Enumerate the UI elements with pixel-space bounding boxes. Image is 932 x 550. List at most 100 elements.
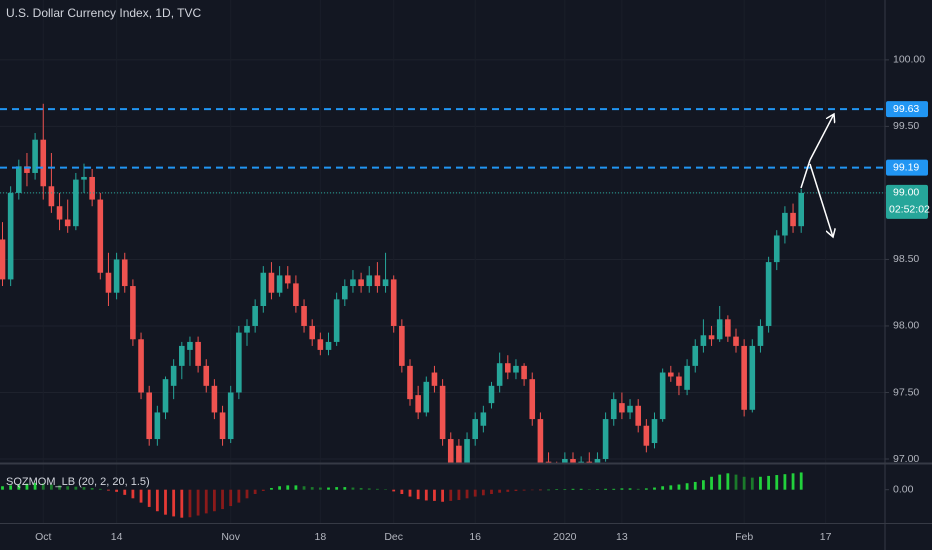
momentum-bar: [710, 476, 713, 490]
candle-body: [301, 306, 307, 326]
candle-body: [170, 365, 177, 386]
momentum-bar: [530, 489, 534, 491]
candle-body: [505, 363, 511, 373]
candle-body: [472, 419, 478, 440]
x-tick-label: 13: [616, 531, 628, 543]
candle-body: [521, 365, 527, 380]
candle-body: [749, 345, 756, 410]
candle-body: [195, 341, 201, 366]
momentum-bar: [33, 482, 37, 490]
momentum-bar: [343, 487, 347, 490]
candle-body: [773, 235, 780, 263]
momentum-bar: [25, 483, 29, 490]
momentum-bar: [661, 486, 665, 490]
candle-body: [0, 239, 6, 280]
momentum-bar: [457, 489, 461, 501]
candle-body: [643, 425, 650, 446]
momentum-bar: [66, 486, 70, 490]
candle-body: [138, 339, 144, 393]
momentum-bar: [204, 489, 208, 514]
candle-body: [513, 365, 519, 373]
momentum-bar: [180, 489, 184, 518]
candle-body: [146, 392, 152, 440]
momentum-bar: [115, 489, 118, 492]
candle-body: [325, 341, 332, 350]
candle-body: [423, 381, 430, 413]
arrow-up[interactable]: [809, 114, 834, 161]
candle-body: [32, 139, 38, 173]
momentum-bar: [327, 487, 330, 490]
candle-body: [782, 212, 788, 236]
candle-body: [545, 461, 552, 463]
momentum-bar: [612, 488, 616, 490]
momentum-bar: [253, 489, 257, 494]
candle-body: [431, 372, 438, 386]
price-label-box: [886, 101, 928, 118]
momentum-bar: [653, 487, 656, 490]
momentum-bar: [718, 474, 722, 490]
countdown-label: 02:52:02: [889, 204, 930, 216]
candle-body: [700, 335, 707, 346]
candle-body: [211, 385, 218, 413]
candle-body: [284, 275, 291, 284]
price-label-box: [886, 159, 928, 176]
x-tick-label: 2020: [553, 531, 577, 543]
momentum-bar: [734, 474, 738, 490]
momentum-bar: [392, 489, 396, 492]
momentum-bar: [384, 489, 387, 490]
price-label: 99.19: [893, 161, 919, 173]
candle-body: [684, 365, 690, 390]
candle-body: [7, 192, 14, 280]
momentum-bar: [555, 489, 559, 490]
x-tick-label: Feb: [735, 531, 753, 543]
arrow-down[interactable]: [809, 163, 833, 237]
candle-body: [659, 372, 666, 420]
momentum-bar: [17, 484, 21, 490]
momentum-bar: [563, 489, 567, 490]
x-tick-label: Dec: [384, 531, 403, 543]
momentum-bar: [759, 476, 762, 490]
candle-body: [309, 325, 315, 340]
momentum-bar: [677, 484, 681, 490]
momentum-bar: [245, 489, 249, 499]
candle-body: [602, 419, 609, 460]
candle-body: [252, 306, 258, 326]
momentum-bar: [514, 489, 518, 491]
momentum-bar: [1, 486, 4, 490]
x-tick-label: 18: [315, 531, 327, 543]
candle-body: [236, 332, 242, 393]
momentum-bar: [742, 476, 746, 490]
momentum-bar: [799, 472, 803, 490]
momentum-bar: [481, 489, 485, 496]
candle-body: [447, 439, 454, 463]
candle-body: [350, 279, 356, 287]
momentum-bar: [490, 489, 493, 494]
candle-body: [562, 459, 568, 463]
momentum-bar: [286, 485, 290, 490]
momentum-bar: [506, 489, 510, 492]
momentum-bar: [539, 489, 542, 491]
momentum-bar: [702, 480, 705, 490]
candle-body: [594, 459, 601, 463]
candle-body: [692, 345, 699, 366]
momentum-bar: [571, 488, 575, 490]
momentum-bar: [693, 481, 697, 490]
candle-body: [227, 392, 234, 440]
candle-body: [529, 379, 536, 420]
momentum-bar: [90, 487, 94, 490]
momentum-bar: [750, 477, 754, 490]
candle-body: [765, 262, 772, 326]
candle-body: [260, 272, 267, 307]
momentum-bar: [335, 487, 339, 490]
momentum-bar: [628, 488, 632, 490]
momentum-bar: [685, 483, 689, 490]
momentum-bar: [310, 487, 314, 490]
momentum-bar: [636, 488, 640, 490]
price-label: 99.63: [893, 103, 919, 115]
candle-body: [757, 325, 764, 346]
candle-body: [293, 283, 299, 307]
candle-body: [676, 376, 682, 386]
candle-body: [733, 336, 739, 346]
